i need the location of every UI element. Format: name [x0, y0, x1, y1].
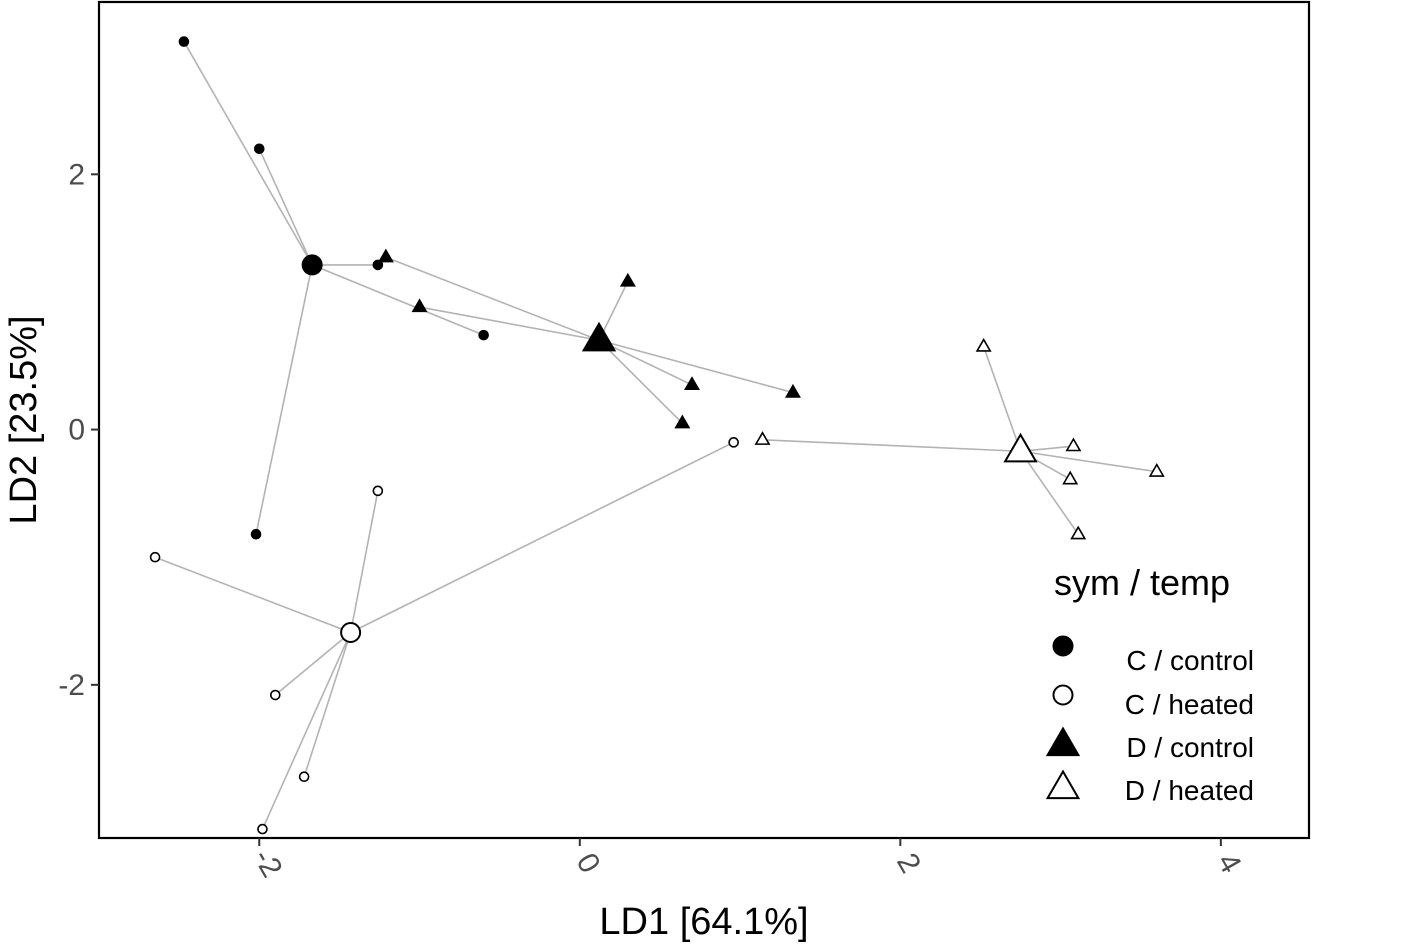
legend-key-d-control: [1045, 726, 1081, 757]
d-heated-point: [1062, 470, 1079, 485]
c-control-centroid: [301, 254, 323, 276]
c-heated-point: [372, 485, 384, 497]
legend-key-c-control: [1052, 635, 1074, 657]
x-tick-label: 0: [570, 848, 607, 879]
d-heated-segment: [982, 346, 1022, 452]
y-tick-label: -2: [58, 669, 85, 702]
data-points: [149, 36, 1165, 835]
d-heated-centroid: [1003, 432, 1038, 463]
d-control-point: [411, 298, 428, 313]
c-heated-point: [728, 437, 739, 448]
y-axis-title: LD2 [23.5%]: [3, 315, 45, 524]
c-heated-segment: [274, 631, 352, 696]
y-tick-label: 0: [68, 414, 85, 447]
c-control-segment: [258, 148, 313, 266]
d-heated-point: [1065, 437, 1082, 452]
legend: sym / temp C / control C / heated D / cont…: [1045, 562, 1254, 806]
d-control-point: [683, 376, 700, 391]
d-heated-point: [1070, 525, 1087, 540]
d-control-centroid: [581, 321, 617, 352]
d-control-segment: [598, 339, 683, 424]
c-heated-segment: [261, 632, 352, 830]
c-heated-point: [298, 771, 310, 783]
legend-label-d-heated: D / heated: [1125, 775, 1254, 806]
y-axis: -2 0 2: [58, 158, 99, 702]
legend-label-c-control: C / control: [1126, 645, 1254, 676]
c-heated-segment: [154, 556, 351, 634]
legend-key-d-heated: [1045, 769, 1081, 800]
c-heated-segment: [303, 632, 352, 777]
d-heated-point: [975, 337, 992, 352]
c-control-point: [178, 36, 190, 47]
d-control-segment: [385, 256, 600, 341]
c-heated-point: [269, 689, 281, 701]
x-axis-title: LD1 [64.1%]: [599, 901, 808, 943]
legend-label-d-control: D / control: [1126, 732, 1254, 763]
d-control-point: [377, 248, 394, 263]
x-axis: -2 0 2 4: [247, 838, 1248, 883]
d-control-segment: [598, 339, 794, 394]
c-heated-segment: [350, 441, 735, 634]
c-heated-centroid: [340, 622, 362, 644]
c-control-segment: [183, 41, 313, 266]
d-heated-point: [1148, 463, 1165, 477]
d-heated-segment: [1019, 450, 1079, 535]
x-tick-label: 2: [890, 848, 927, 879]
y-tick-label: 2: [68, 158, 85, 191]
c-heated-point: [257, 823, 268, 835]
legend-key-c-heated: [1052, 684, 1074, 706]
c-control-point: [253, 143, 265, 155]
d-control-point: [619, 272, 636, 287]
d-heated-segment: [762, 438, 1021, 453]
c-control-point: [372, 259, 384, 271]
d-heated-segment: [1020, 450, 1157, 473]
d-control-point: [674, 414, 691, 429]
plot-panel-border: [97, 0, 1311, 840]
c-heated-point: [149, 551, 161, 563]
legend-label-c-heated: C / heated: [1125, 689, 1254, 720]
c-heated-segment: [349, 490, 379, 633]
c-control-segment: [255, 264, 313, 535]
c-control-segment: [311, 264, 484, 336]
plot-background: [99, 2, 1309, 838]
x-tick-label: 4: [1211, 848, 1248, 879]
x-tick-label: -2: [247, 843, 289, 883]
d-control-segment: [598, 339, 693, 386]
legend-title: sym / temp: [1054, 562, 1230, 603]
c-control-point: [478, 329, 489, 341]
d-control-point: [784, 383, 801, 398]
d-control-segment: [419, 306, 600, 342]
d-heated-point: [754, 431, 771, 445]
c-control-point: [250, 528, 262, 540]
spider-segments: [154, 41, 1157, 830]
